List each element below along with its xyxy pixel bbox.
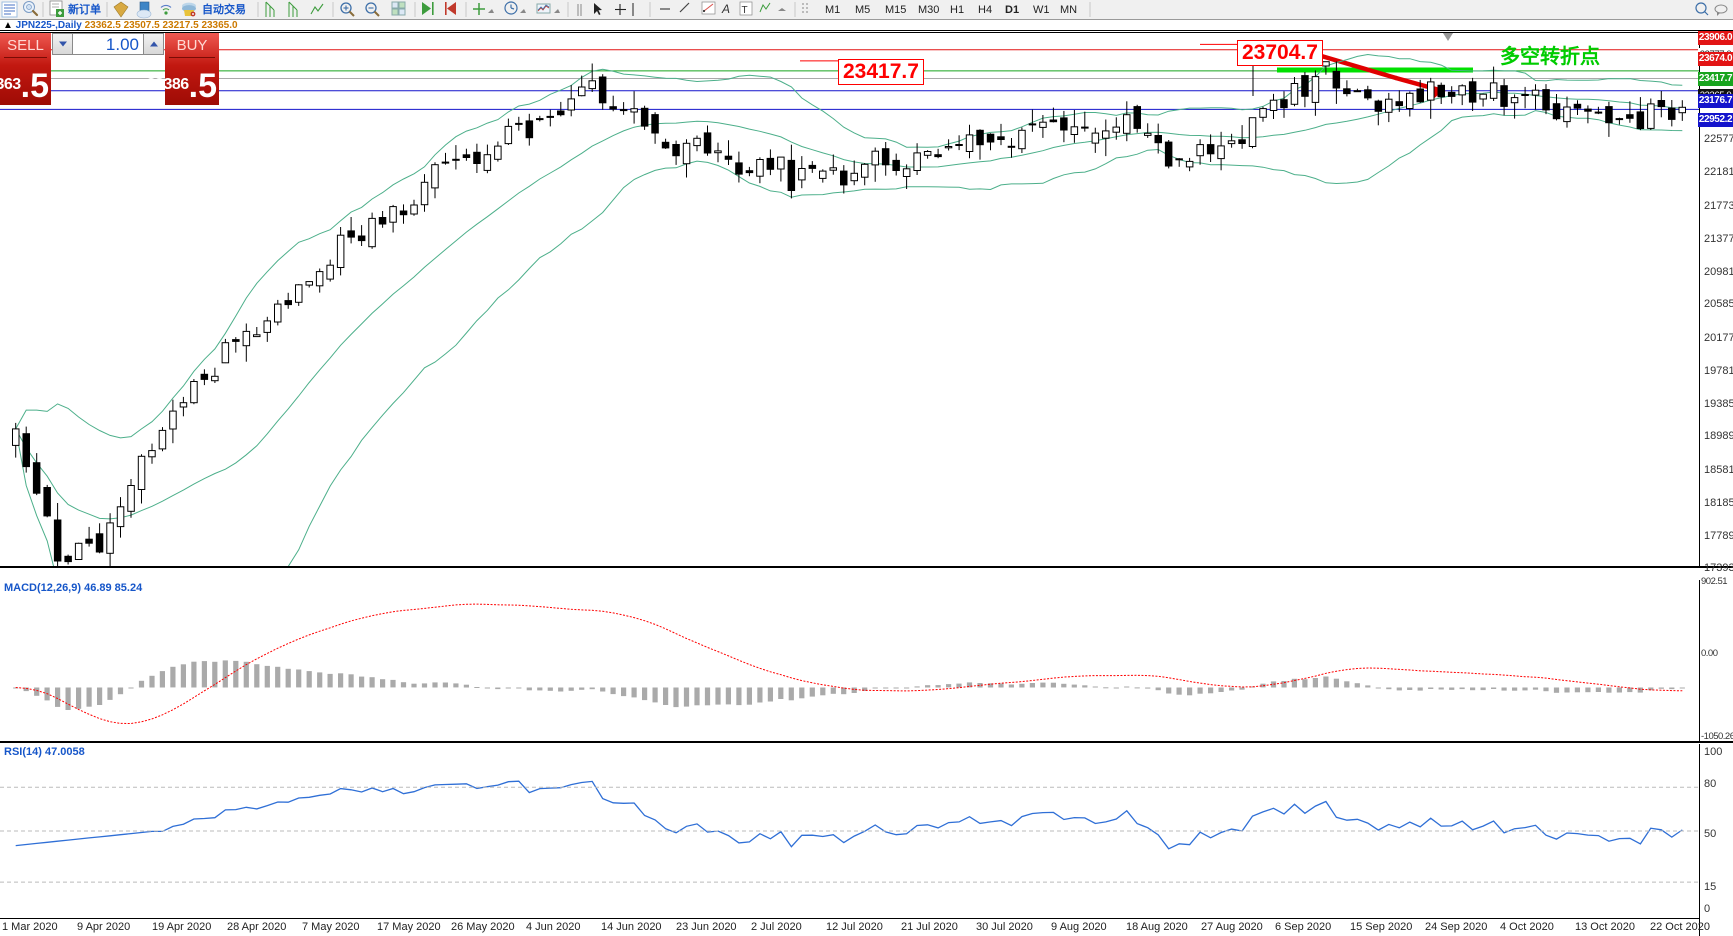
svg-text:新订单: 新订单 <box>68 2 101 16</box>
svg-text:自动交易: 自动交易 <box>202 2 246 16</box>
svg-text:M30: M30 <box>918 4 939 16</box>
svg-text:A: A <box>721 2 730 16</box>
svg-text:T: T <box>742 5 748 16</box>
svg-text:D1: D1 <box>1005 4 1019 16</box>
svg-text:H4: H4 <box>978 4 992 16</box>
svg-text:MN: MN <box>1060 4 1077 16</box>
svg-text:H1: H1 <box>950 4 964 16</box>
svg-text:M1: M1 <box>825 4 840 16</box>
svg-text:W1: W1 <box>1033 4 1050 16</box>
svg-text:M5: M5 <box>855 4 870 16</box>
svg-text:M15: M15 <box>885 4 906 16</box>
